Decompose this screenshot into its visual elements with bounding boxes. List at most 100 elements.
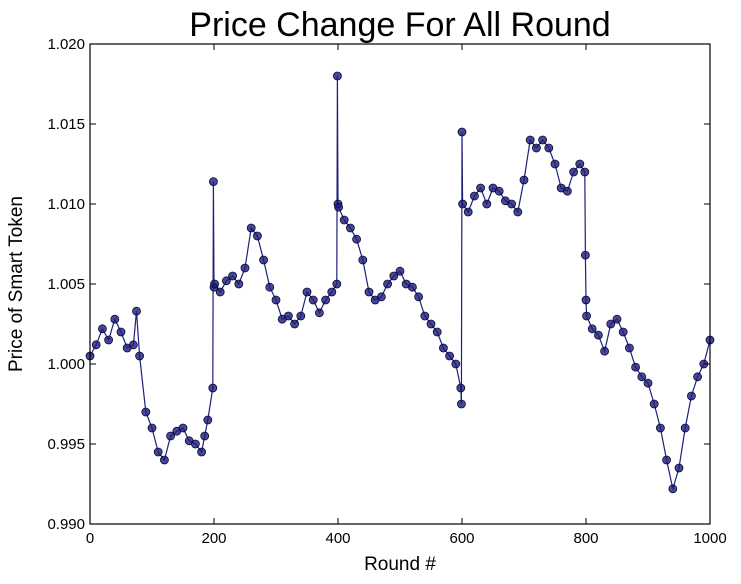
data-point [302,287,312,297]
data-point [563,186,572,196]
data-point [649,399,659,409]
data-point [569,167,578,177]
data-point [308,295,318,305]
data-point [407,282,417,292]
data-point [110,314,120,324]
data-point [476,183,486,193]
data-point [668,484,678,494]
y-axis-label: Price of Smart Token [6,196,27,372]
data-point [98,324,107,334]
x-axis-label: Round # [364,554,436,575]
data-point [643,378,653,388]
x-tick-label: 600 [449,530,474,547]
data-point [215,287,225,297]
chart-title: Price Change For All Round [189,6,610,44]
data-point [606,319,616,329]
data-point [687,391,696,401]
data-point [438,343,448,353]
data-point [252,231,262,241]
data-point [458,199,468,209]
data-point [525,135,535,145]
data-point [271,295,281,305]
data-point [600,346,609,356]
data-point [296,311,306,321]
data-point [203,415,213,425]
data-point [538,135,547,145]
data-point [116,327,126,337]
y-tick-label: 1.010 [47,196,85,213]
data-point [190,439,200,449]
y-tick-label: 0.990 [47,516,85,533]
data-point [228,271,238,281]
data-point [352,234,362,244]
data-point [332,71,342,81]
data-point [550,159,560,169]
data-point [178,423,188,433]
data-point [389,271,399,281]
data-point [104,335,113,345]
data-point [314,308,324,318]
data-point [693,372,702,382]
data-point [141,407,151,417]
y-tick-label: 0.995 [47,436,85,453]
data-point [580,167,590,177]
data-point [618,327,628,337]
data-point [581,250,590,260]
data-point [662,455,671,465]
data-point [432,327,442,337]
data-point [513,207,523,217]
x-tick-label: 0 [86,530,94,547]
data-point [283,311,293,321]
data-point [395,266,405,276]
data-point [159,455,169,465]
y-tick-label: 1.005 [47,276,85,293]
data-point [290,319,300,329]
data-point [240,263,250,273]
data-point [200,431,210,441]
data-point [656,423,665,433]
data-point [581,295,591,305]
data-point [128,340,138,350]
data-point [414,292,424,302]
data-point [259,255,269,265]
data-point [575,159,585,169]
data-point [321,295,331,305]
data-point [594,330,603,340]
data-point [383,279,393,289]
data-point [482,199,492,209]
y-tick-label: 1.000 [47,356,85,373]
x-tick-label: 400 [325,530,350,547]
data-point [463,207,473,217]
data-point [674,463,684,473]
data-point [544,143,554,153]
data-point [587,324,597,334]
data-point [631,362,640,372]
data-point [420,311,430,321]
data-point [246,223,256,233]
data-point [426,319,436,329]
plot-area [85,71,715,494]
data-point [327,287,337,297]
data-point [208,383,218,393]
data-point [358,255,368,265]
data-point [364,287,374,297]
data-point [456,399,466,409]
data-point [153,447,163,457]
data-point [132,306,141,316]
data-point [197,447,207,457]
data-point [332,279,342,289]
data-point [680,423,690,433]
data-point [625,343,634,353]
axis-ticks: 0 200 400 600 800 1000 0.990 0.995 1.000 1.005 1.0… [47,36,726,547]
data-point [469,191,479,201]
data-point [265,282,275,292]
data-point [376,292,386,302]
data-point [532,143,541,153]
data-point [519,175,529,185]
data-point [334,202,344,212]
data-point [451,359,461,369]
data-point [210,279,220,289]
data-point [208,177,218,187]
data-point [494,186,504,196]
